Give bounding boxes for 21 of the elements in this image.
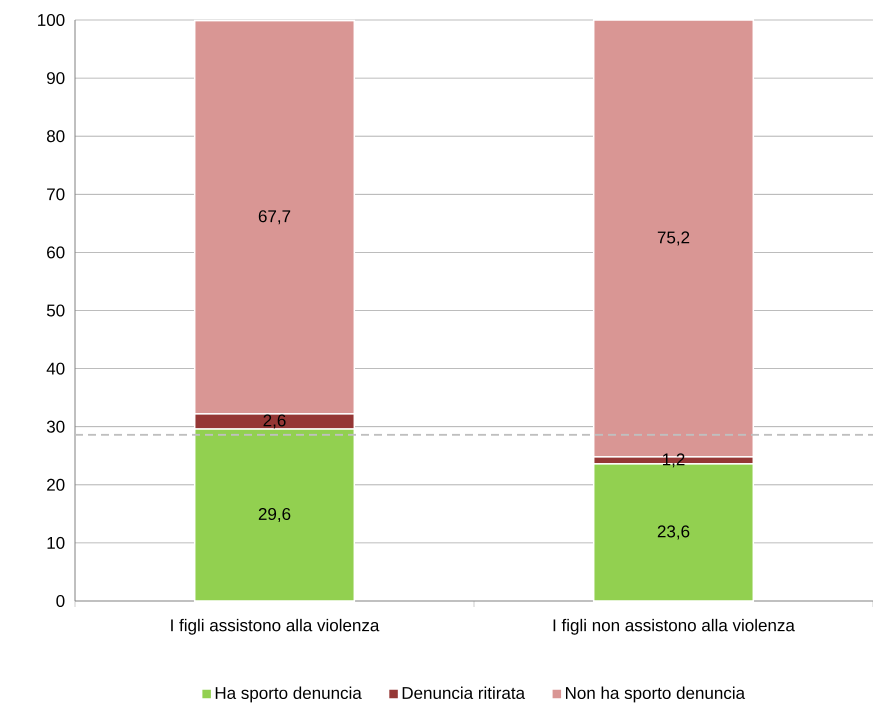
y-tick-label: 70 bbox=[47, 188, 64, 200]
x-tick-label: I figli assistono alla violenza bbox=[171, 618, 380, 635]
legend-label: Non ha sporto denuncia bbox=[566, 686, 746, 702]
data-label: 67,7 bbox=[258, 210, 290, 224]
data-label: 75,2 bbox=[658, 231, 690, 246]
y-tick-label: 100 bbox=[38, 14, 64, 26]
legend-label: Ha sporto denuncia bbox=[216, 686, 362, 702]
y-tick-label: 60 bbox=[47, 246, 64, 258]
y-tick-label: 90 bbox=[47, 72, 64, 84]
y-tick-label: 0 bbox=[56, 594, 64, 608]
y-tick-label: 80 bbox=[46, 130, 64, 142]
data-label: 2,6 bbox=[264, 414, 286, 428]
x-tick-label: I figli non assistono alla violenza bbox=[554, 618, 795, 635]
y-tick-label: 50 bbox=[46, 304, 64, 317]
data-label: 29,6 bbox=[258, 508, 290, 522]
y-tick-label: 20 bbox=[47, 478, 64, 491]
data-label: 23,6 bbox=[658, 525, 690, 540]
legend-label: Denuncia ritirata bbox=[402, 686, 526, 700]
y-tick-label: 40 bbox=[46, 362, 64, 375]
y-tick-label: 10 bbox=[48, 536, 64, 549]
y-tick-label: 30 bbox=[46, 420, 64, 433]
